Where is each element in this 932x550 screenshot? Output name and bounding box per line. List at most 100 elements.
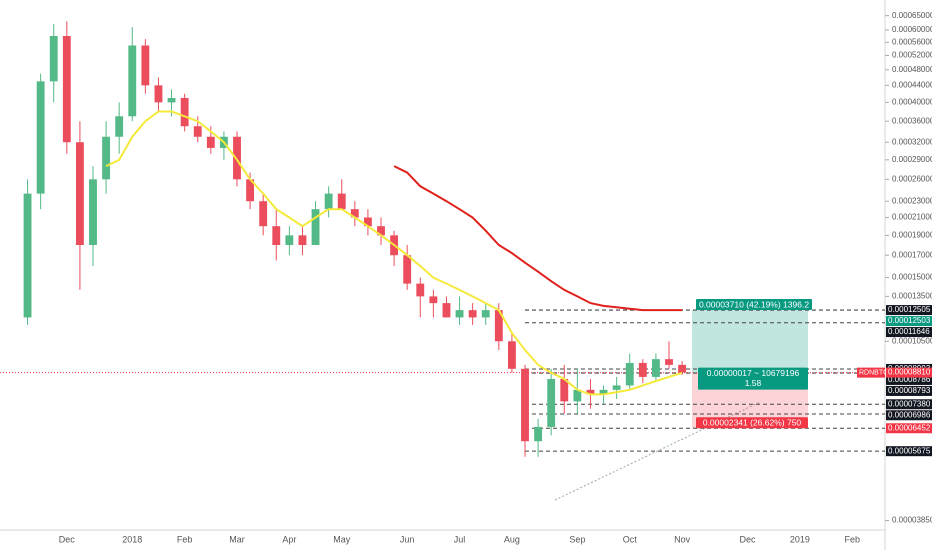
candle-body xyxy=(311,209,320,246)
x-tick-label: Feb xyxy=(177,534,193,544)
entry-label: 0.00000017 ~ 10679196 xyxy=(707,368,800,378)
candle-body xyxy=(481,310,490,318)
candle-body xyxy=(141,45,150,86)
x-tick-label: Sep xyxy=(569,534,585,544)
symbol-label: RDNBTC xyxy=(859,369,888,376)
candle-body xyxy=(206,136,215,148)
x-tick-label: Mar xyxy=(229,534,245,544)
candle-body xyxy=(573,389,582,402)
y-tick-label: 0.00017000 xyxy=(892,250,932,259)
candle-body xyxy=(324,193,333,210)
target-label: 0.00003710 (42.19%) 1396.2 xyxy=(699,299,809,309)
candle-body xyxy=(89,179,97,246)
level-label-bg xyxy=(886,399,932,410)
y-tick-label: 0.00040000 xyxy=(892,97,932,106)
level-label: 0.00005675 xyxy=(888,446,931,455)
candle-body xyxy=(259,201,268,227)
candle-body xyxy=(49,36,58,82)
y-tick-label: 0.00021000 xyxy=(892,213,932,222)
level-label-bg xyxy=(886,423,932,434)
candle-body xyxy=(468,310,477,318)
candle-body xyxy=(154,85,163,103)
candle-body xyxy=(233,136,241,180)
candle-body xyxy=(429,296,438,304)
level-label: 0.00008793 xyxy=(888,386,931,395)
last-price-label: 0.00008810 xyxy=(888,368,931,377)
candle-body xyxy=(651,359,660,377)
candle-body xyxy=(534,426,543,442)
candle-body xyxy=(560,379,569,402)
candle-body xyxy=(678,364,687,373)
candle-body xyxy=(128,45,137,117)
level-label-bg xyxy=(886,305,932,316)
x-tick-label: Jun xyxy=(400,534,415,544)
stop-label-bg xyxy=(696,417,808,429)
target-zone xyxy=(692,310,808,373)
x-tick-label: 2019 xyxy=(790,534,810,544)
candle-body xyxy=(167,97,176,103)
x-tick-label: Jul xyxy=(454,534,466,544)
y-tick-label: 0.00065000 xyxy=(892,11,932,20)
target-label-bg xyxy=(696,299,812,311)
x-tick-label: Dec xyxy=(59,534,76,544)
candle-body xyxy=(665,359,673,365)
level-label-bg xyxy=(886,316,932,327)
y-tick-label: 0.00048000 xyxy=(892,65,932,74)
x-tick-label: Aug xyxy=(504,534,520,544)
symbol-label-bg xyxy=(857,367,885,378)
y-tick-label: 0.00056000 xyxy=(892,37,932,46)
candle-body xyxy=(416,283,425,297)
candle-body xyxy=(272,226,281,246)
candle-body xyxy=(547,379,556,427)
level-label-bg xyxy=(886,446,932,457)
level-label-bg xyxy=(886,327,932,338)
level-label: 0.00006986 xyxy=(888,410,931,419)
level-label-bg xyxy=(886,385,932,396)
x-tick-label: Oct xyxy=(623,534,638,544)
x-tick-label: Nov xyxy=(674,534,691,544)
candle-body xyxy=(102,136,111,180)
candle-body xyxy=(363,217,372,227)
y-tick-label: 0.00015000 xyxy=(892,273,932,282)
entry-label-bg xyxy=(698,367,808,390)
candle-body xyxy=(599,389,608,395)
moving-average xyxy=(105,110,683,396)
candle-body xyxy=(246,179,255,202)
level-label: 0.00011646 xyxy=(888,327,930,336)
x-tick-label: Dec xyxy=(740,534,757,544)
x-tick-label: 2018 xyxy=(122,534,142,544)
y-tick-label: 0.00019000 xyxy=(892,230,932,239)
y-tick-label: 0.00010500 xyxy=(892,336,932,345)
candle-body xyxy=(586,389,595,395)
y-tick-label: 0.00032000 xyxy=(892,137,932,146)
y-tick-label: 0.00060000 xyxy=(892,25,932,34)
candle-body xyxy=(298,235,307,246)
y-tick-label: 0.00023000 xyxy=(892,196,932,205)
y-tick-label: 0.00036000 xyxy=(892,116,932,125)
y-tick-label: 0.00013500 xyxy=(892,291,932,300)
candle-body xyxy=(442,303,451,318)
last-price-label-bg xyxy=(886,367,932,378)
level-label: 0.00008786 xyxy=(888,375,931,384)
candle-body xyxy=(36,81,45,194)
candle-body xyxy=(180,97,189,127)
y-tick-label: 0.00044000 xyxy=(892,80,932,89)
candle-body xyxy=(455,310,464,318)
candle-body xyxy=(193,126,202,137)
level-label: 0.00006452 xyxy=(888,423,931,432)
level-label: 0.00007380 xyxy=(888,399,931,408)
candle-body xyxy=(62,36,71,143)
stop-label: 0.00002341 (26.62%) 750 xyxy=(703,418,802,428)
candle-body xyxy=(625,362,634,386)
y-tick-label: 0.00026000 xyxy=(892,174,932,183)
candle-body xyxy=(612,385,621,390)
candle-body xyxy=(638,362,647,377)
candle-body xyxy=(285,235,294,246)
candle-body xyxy=(521,368,529,442)
entry-ratio: 1.58 xyxy=(745,378,762,388)
moving-average xyxy=(393,165,683,312)
y-tick-label: 0.00003850 xyxy=(892,516,932,525)
level-label-bg xyxy=(886,374,932,385)
